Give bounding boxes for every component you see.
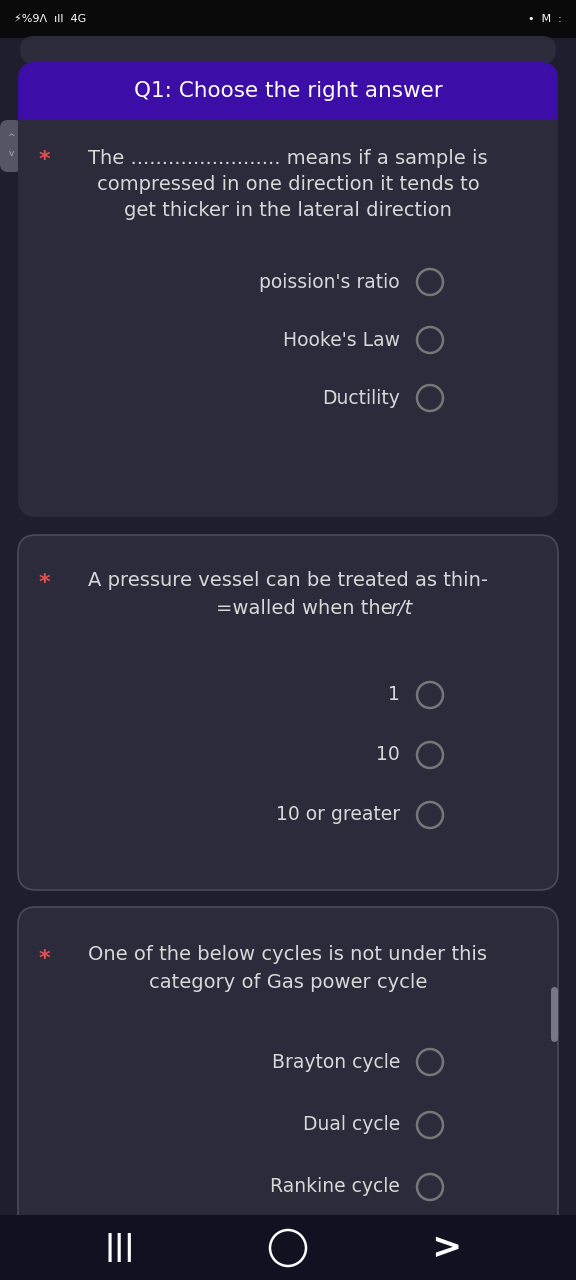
Text: ^: ^ xyxy=(7,133,15,142)
Text: A pressure vessel can be treated as thin-: A pressure vessel can be treated as thin… xyxy=(88,571,488,590)
Text: 10 or greater: 10 or greater xyxy=(276,805,400,824)
Text: One of the below cycles is not under this: One of the below cycles is not under thi… xyxy=(89,946,487,965)
Text: category of Gas power cycle: category of Gas power cycle xyxy=(149,974,427,992)
Text: *: * xyxy=(38,948,50,969)
Text: v: v xyxy=(8,150,14,159)
Text: Q1: Choose the right answer: Q1: Choose the right answer xyxy=(134,81,442,101)
Text: r/t: r/t xyxy=(390,599,412,618)
FancyBboxPatch shape xyxy=(0,0,576,38)
Text: =walled when the: =walled when the xyxy=(216,599,399,618)
FancyBboxPatch shape xyxy=(18,61,558,120)
FancyBboxPatch shape xyxy=(18,535,558,890)
Text: poission's ratio: poission's ratio xyxy=(259,273,400,292)
Text: ⚡%9Λ  ıll  4G: ⚡%9Λ ıll 4G xyxy=(14,14,86,24)
Text: compressed in one direction it tends to: compressed in one direction it tends to xyxy=(97,174,479,193)
Text: Rankine cycle: Rankine cycle xyxy=(270,1178,400,1197)
Text: 10: 10 xyxy=(376,745,400,764)
Text: |||: ||| xyxy=(105,1234,135,1262)
Text: get thicker in the lateral direction: get thicker in the lateral direction xyxy=(124,201,452,219)
FancyBboxPatch shape xyxy=(18,92,558,120)
Text: Hooke's Law: Hooke's Law xyxy=(283,330,400,349)
Text: Brayton cycle: Brayton cycle xyxy=(272,1052,400,1071)
Text: *: * xyxy=(38,573,50,593)
FancyBboxPatch shape xyxy=(551,987,558,1042)
FancyBboxPatch shape xyxy=(0,120,22,172)
Text: Dual cycle: Dual cycle xyxy=(303,1115,400,1134)
FancyBboxPatch shape xyxy=(18,908,558,1252)
FancyBboxPatch shape xyxy=(18,1265,558,1280)
Text: Ductility: Ductility xyxy=(322,389,400,407)
Text: *: * xyxy=(38,150,50,170)
FancyBboxPatch shape xyxy=(18,61,558,517)
Text: •  M  :: • M : xyxy=(528,14,562,24)
Text: >: > xyxy=(431,1231,461,1265)
FancyBboxPatch shape xyxy=(20,36,556,64)
Text: The ........................ means if a sample is: The ........................ means if a … xyxy=(88,148,488,168)
Text: 1: 1 xyxy=(388,686,400,704)
FancyBboxPatch shape xyxy=(0,1215,576,1280)
